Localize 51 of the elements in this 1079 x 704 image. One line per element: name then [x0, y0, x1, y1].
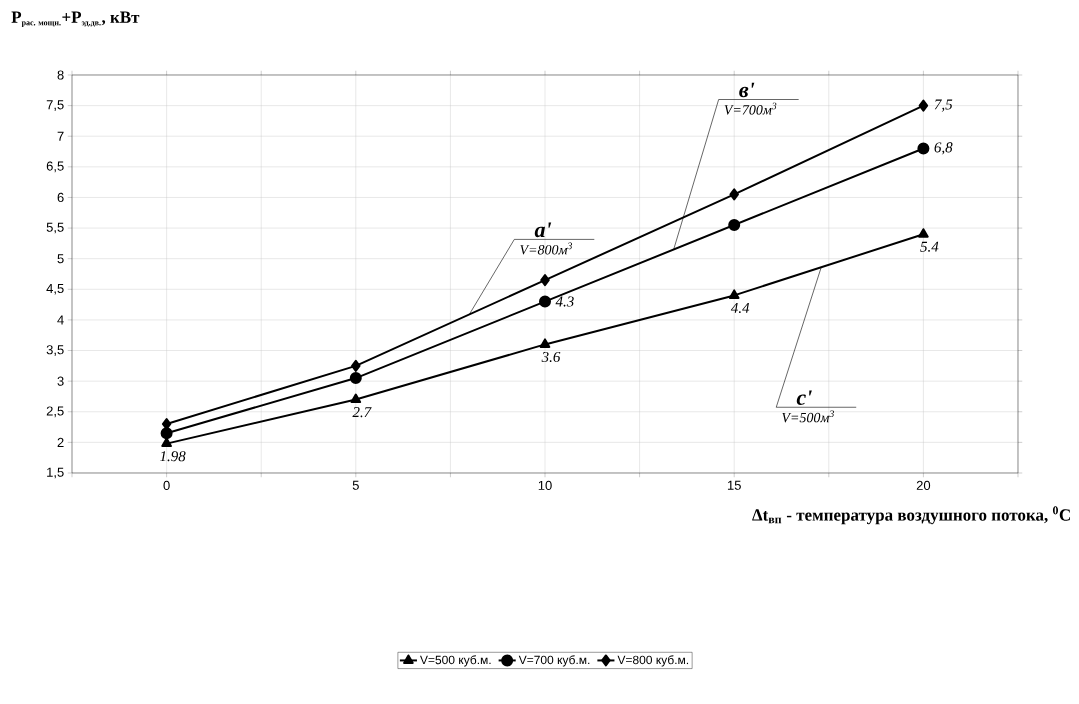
- legend-label: V=700 куб.м.: [518, 655, 590, 667]
- point: [728, 219, 741, 232]
- y-tick-label: 4: [57, 315, 64, 325]
- point: [728, 289, 740, 299]
- y-tick-label: 7: [57, 131, 64, 141]
- point: [729, 188, 739, 201]
- data-label: 2.7: [352, 407, 372, 418]
- y-tick-label: 3: [57, 376, 64, 386]
- y-tick-label: 2,5: [46, 406, 64, 418]
- point: [918, 228, 929, 238]
- legend-label: V=800 куб.м.: [617, 655, 689, 667]
- point: [917, 142, 930, 155]
- point: [918, 99, 929, 112]
- data-label: 4.3: [555, 296, 574, 307]
- x-tick-label: 5: [352, 480, 359, 490]
- y-tick-label: 5: [57, 254, 64, 264]
- y-tick-label: 4,5: [46, 284, 64, 295]
- y-tick-label: 6: [57, 192, 64, 203]
- point: [350, 393, 362, 404]
- point: [540, 274, 550, 287]
- y-tick-label: 1,5: [47, 467, 64, 479]
- legend-label: V=500 куб.м.: [420, 655, 491, 667]
- y-tick-label: 5,5: [46, 222, 64, 234]
- data-label: 4.4: [730, 302, 750, 314]
- point: [539, 295, 551, 308]
- point: [349, 372, 362, 385]
- y-tick-label: 8: [57, 70, 64, 80]
- annotation: V=500м$^{3}$: [782, 410, 834, 423]
- y-tick-label: 3,5: [46, 345, 64, 356]
- x-axis-title: Δt$_{вп}$ - температура воздушного потока, $^{0}$C: [752, 506, 1070, 525]
- point: [160, 427, 173, 440]
- x-tick-label: 20: [916, 480, 931, 490]
- y-axis-title: $\mbox{P}_{\mbox{\footnotesize рас. мощн.}}\mbox{+P}_{\mbox{\footnotesize эд.дв.}}\mbox{, кВт}$: [11, 11, 140, 27]
- x-tick-label: 15: [727, 480, 741, 490]
- annotation: V=800м$^{3}$: [520, 242, 573, 255]
- point: [539, 338, 551, 348]
- data-label: 7,5: [934, 99, 953, 112]
- annotation: a': [534, 222, 552, 238]
- x-tick-label: 10: [538, 480, 552, 490]
- y-tick-label: 2: [57, 437, 64, 447]
- data-label: 1.98: [160, 451, 186, 462]
- x-tick-label: 0: [163, 480, 170, 490]
- annotation: c': [796, 390, 812, 406]
- data-label: 6,8: [934, 142, 953, 155]
- data-label: 3.6: [541, 351, 561, 363]
- annotation: в': [739, 82, 755, 98]
- data-label: 5.4: [920, 241, 939, 252]
- y-tick-label: 7,5: [46, 100, 64, 111]
- point: [351, 359, 361, 372]
- y-tick-label: 6,5: [46, 161, 64, 173]
- annotation: V=700м$^{3}$: [724, 102, 777, 115]
